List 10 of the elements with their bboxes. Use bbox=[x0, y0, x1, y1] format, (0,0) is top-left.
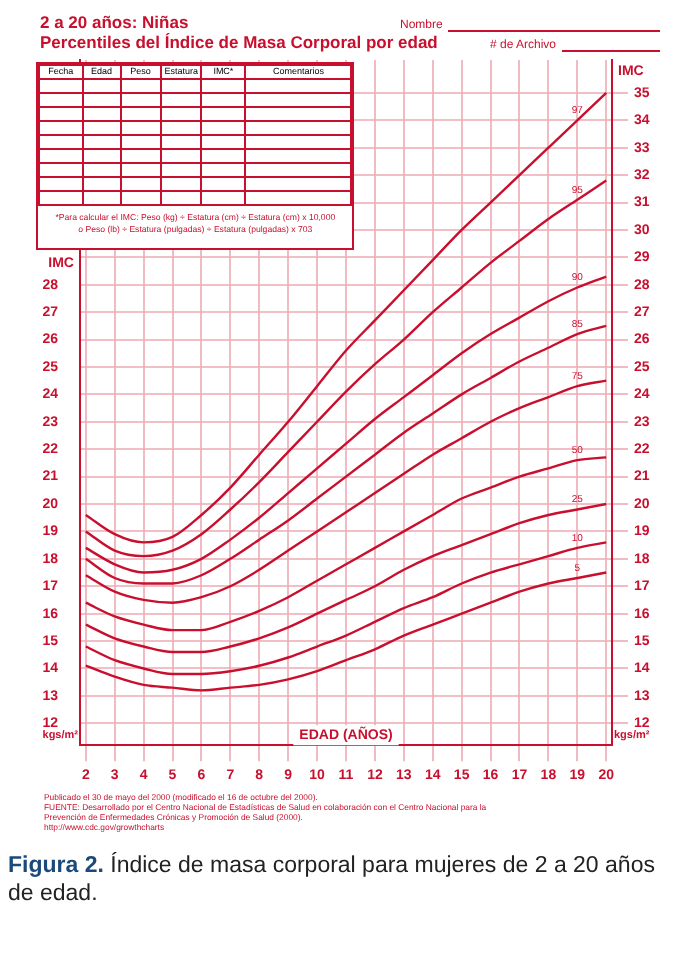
text: Figura 2. Índice de masa corporal para mujeres de 2 a 20 años de edad. bbox=[8, 852, 657, 908]
line-series bbox=[84, 324, 608, 585]
line-series bbox=[84, 541, 608, 676]
line-series bbox=[84, 502, 608, 654]
line-series bbox=[84, 275, 608, 574]
line-series bbox=[84, 456, 608, 632]
line-series bbox=[84, 571, 608, 692]
line-series bbox=[84, 379, 608, 604]
chart-title: 2 a 20 años: Niñas bbox=[40, 12, 189, 32]
chart-subtitle: Percentiles del Índice de Masa Corporal por edad bbox=[40, 32, 438, 52]
